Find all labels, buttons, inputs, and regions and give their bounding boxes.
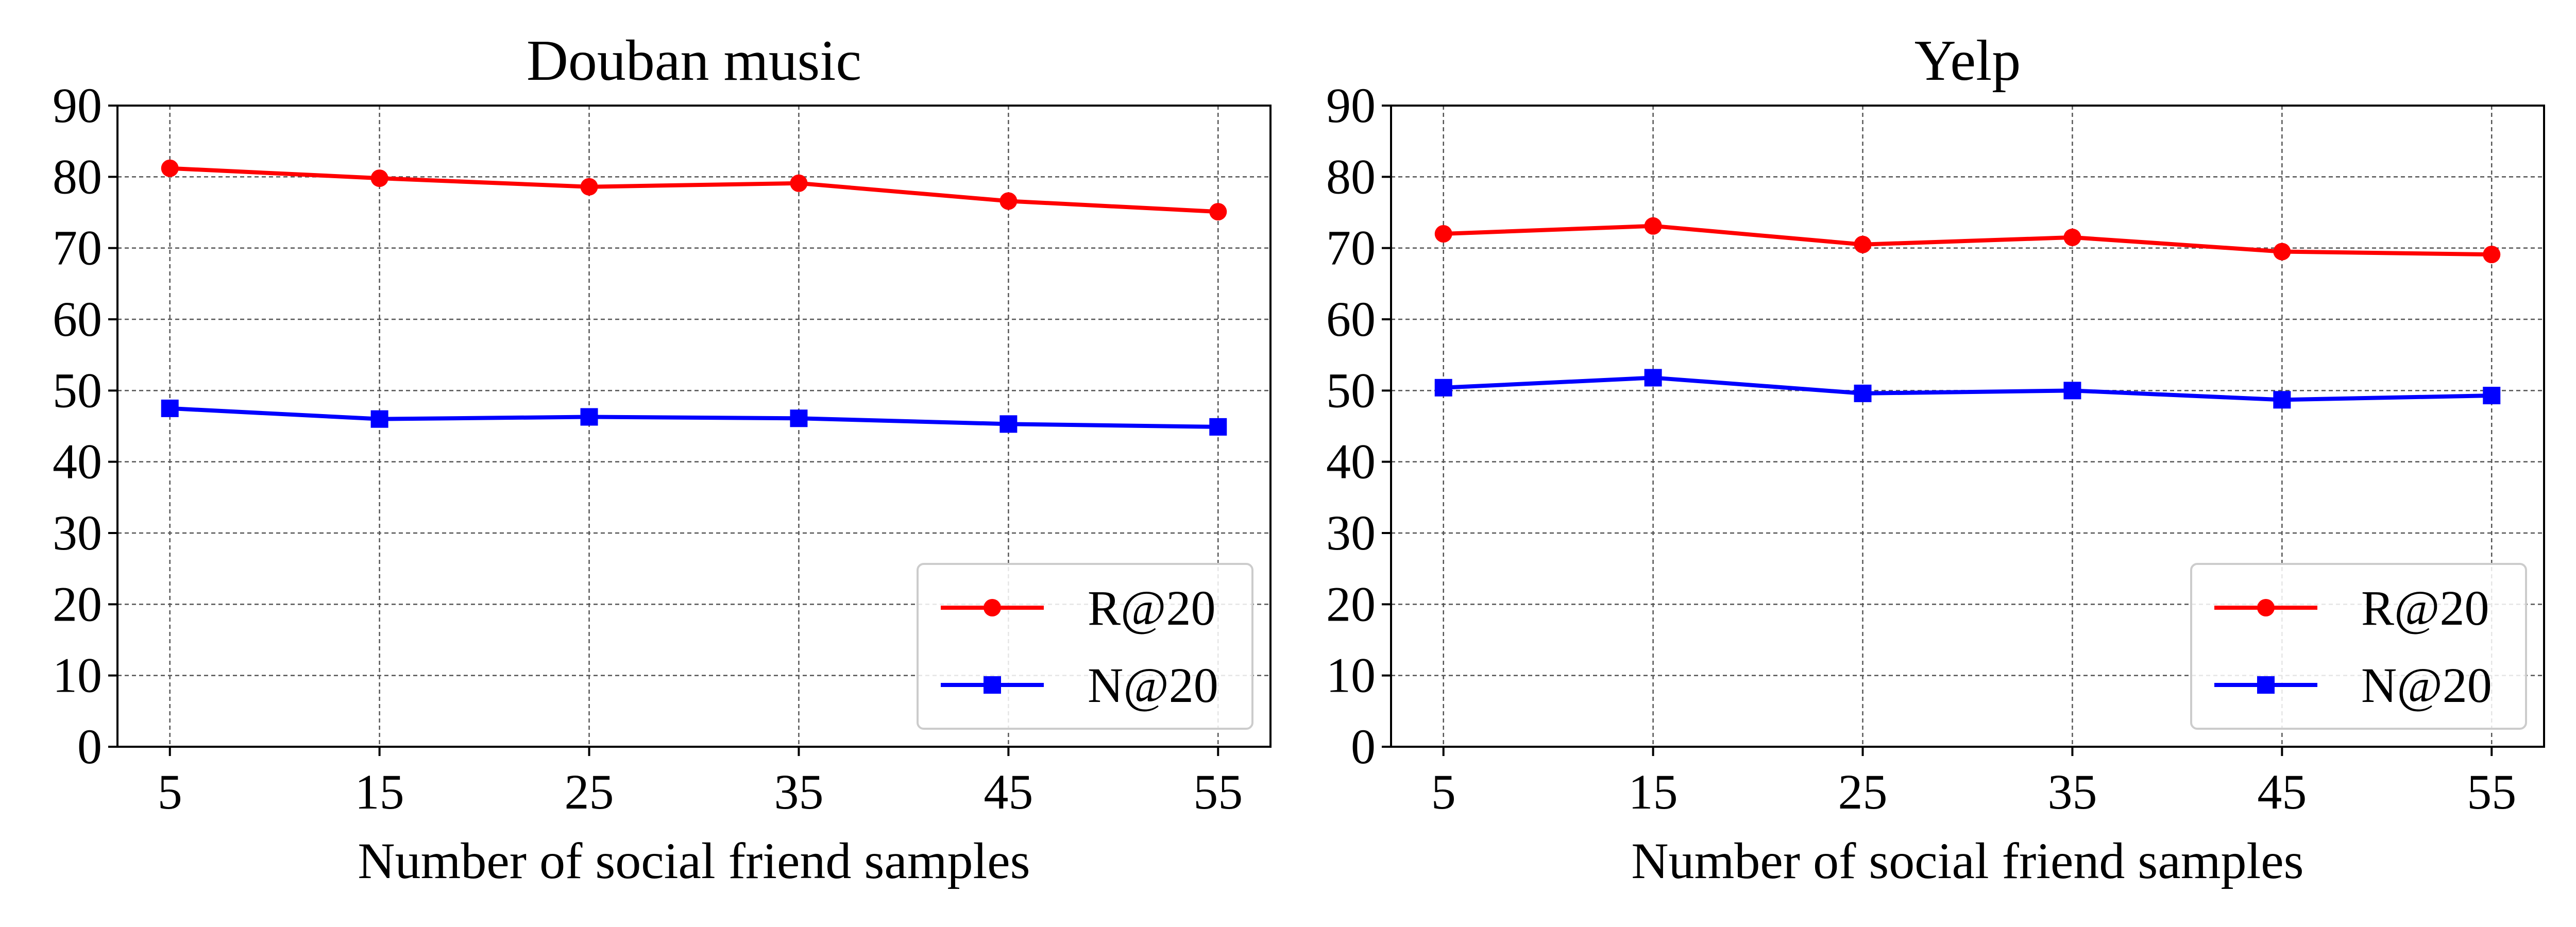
x-tick-label: 55	[1193, 764, 1243, 819]
series-line	[1443, 224, 2492, 257]
x-tick-label: 5	[158, 764, 182, 819]
legend-marker	[2257, 676, 2275, 694]
series-N@20	[1434, 369, 2501, 409]
data-point	[1434, 379, 1452, 397]
data-point	[2273, 391, 2291, 409]
data-point	[2483, 387, 2501, 405]
series-N@20	[161, 399, 1227, 436]
legend: R@20 N@20	[2190, 563, 2527, 730]
legend-marker	[2257, 599, 2275, 616]
legend-label: N@20	[2361, 658, 2492, 713]
legend-label: R@20	[2361, 580, 2489, 636]
data-point	[1644, 217, 1662, 235]
data-point	[2063, 382, 2081, 400]
data-point	[1209, 418, 1227, 436]
data-point	[1434, 225, 1452, 243]
x-axis-label: Number of social friend samples	[1631, 832, 2303, 889]
x-tick-label: 25	[1838, 764, 1888, 819]
data-point	[580, 178, 598, 196]
y-tick-label: 60	[1326, 291, 1376, 347]
x-axis-label: Number of social friend samples	[358, 832, 1030, 889]
y-tick-label: 50	[1326, 363, 1376, 418]
data-point	[1644, 369, 1662, 387]
x-tick-label: 25	[565, 764, 614, 819]
series-line	[1443, 375, 2492, 402]
x-tick-label: 35	[774, 764, 823, 819]
y-tick-label: 90	[1326, 78, 1376, 133]
y-tick-label: 70	[53, 220, 102, 276]
legend-label: R@20	[1088, 580, 1215, 636]
data-point	[2063, 228, 2081, 246]
series-line	[170, 406, 1218, 429]
data-point	[999, 415, 1018, 433]
x-tick-label: 45	[984, 764, 1033, 819]
data-point	[1209, 203, 1227, 221]
series-R@20	[161, 159, 1227, 221]
legend-marker	[984, 676, 1001, 694]
data-point	[790, 174, 808, 192]
y-tick-label: 30	[53, 505, 102, 560]
data-point	[1854, 384, 1872, 402]
x-tick-label: 55	[2467, 764, 2516, 819]
y-tick-label: 10	[1326, 648, 1376, 703]
data-point	[2273, 243, 2291, 261]
chart-title: Douban music	[527, 29, 861, 93]
plot-frame	[116, 105, 1272, 748]
series-line	[170, 166, 1218, 214]
y-tick-label: 10	[53, 648, 102, 703]
y-tick-label: 60	[53, 291, 102, 347]
x-tick-label: 15	[355, 764, 404, 819]
legend: R@20 N@20	[917, 563, 1253, 730]
legend-box	[2190, 563, 2527, 730]
data-point	[161, 399, 179, 417]
legend-marker	[984, 599, 1001, 616]
data-point	[2483, 246, 2501, 264]
series-R@20	[1434, 217, 2501, 264]
data-point	[790, 409, 808, 427]
chart-panel-2: 0 10 20 30 40 50 60 70 80 90 5 15 25 35 45 55 Yelp Number…	[1326, 29, 2545, 889]
chart-title: Yelp	[1914, 29, 2021, 93]
y-tick-label: 20	[53, 576, 102, 631]
data-point	[1854, 235, 1872, 253]
y-tick-label: 90	[53, 78, 102, 133]
y-tick-label: 40	[53, 434, 102, 489]
y-tick-label: 30	[1326, 505, 1376, 560]
chart-panel-1: 0 10 20 30 40 50 60 70 80 90 5 15 25 35 45 55 Douban mus…	[53, 29, 1272, 889]
legend-label: N@20	[1088, 658, 1218, 713]
x-tick-label: 5	[1431, 764, 1456, 819]
data-point	[370, 169, 388, 187]
y-tick-label: 70	[1326, 220, 1376, 276]
data-point	[580, 408, 598, 426]
x-tick-label: 45	[2257, 764, 2307, 819]
y-tick-label: 50	[53, 363, 102, 418]
plot-frame	[1390, 105, 2545, 748]
legend-box	[917, 563, 1253, 730]
x-tick-label: 15	[1629, 764, 1678, 819]
data-point	[370, 410, 388, 428]
x-tick-label: 35	[2047, 764, 2097, 819]
y-tick-label: 80	[53, 149, 102, 204]
y-tick-label: 40	[1326, 434, 1376, 489]
data-point	[999, 192, 1018, 210]
data-point	[161, 159, 179, 177]
y-tick-label: 80	[1326, 149, 1376, 204]
y-tick-label: 20	[1326, 576, 1376, 631]
y-tick-label: 0	[77, 719, 102, 774]
y-tick-label: 0	[1351, 719, 1376, 774]
